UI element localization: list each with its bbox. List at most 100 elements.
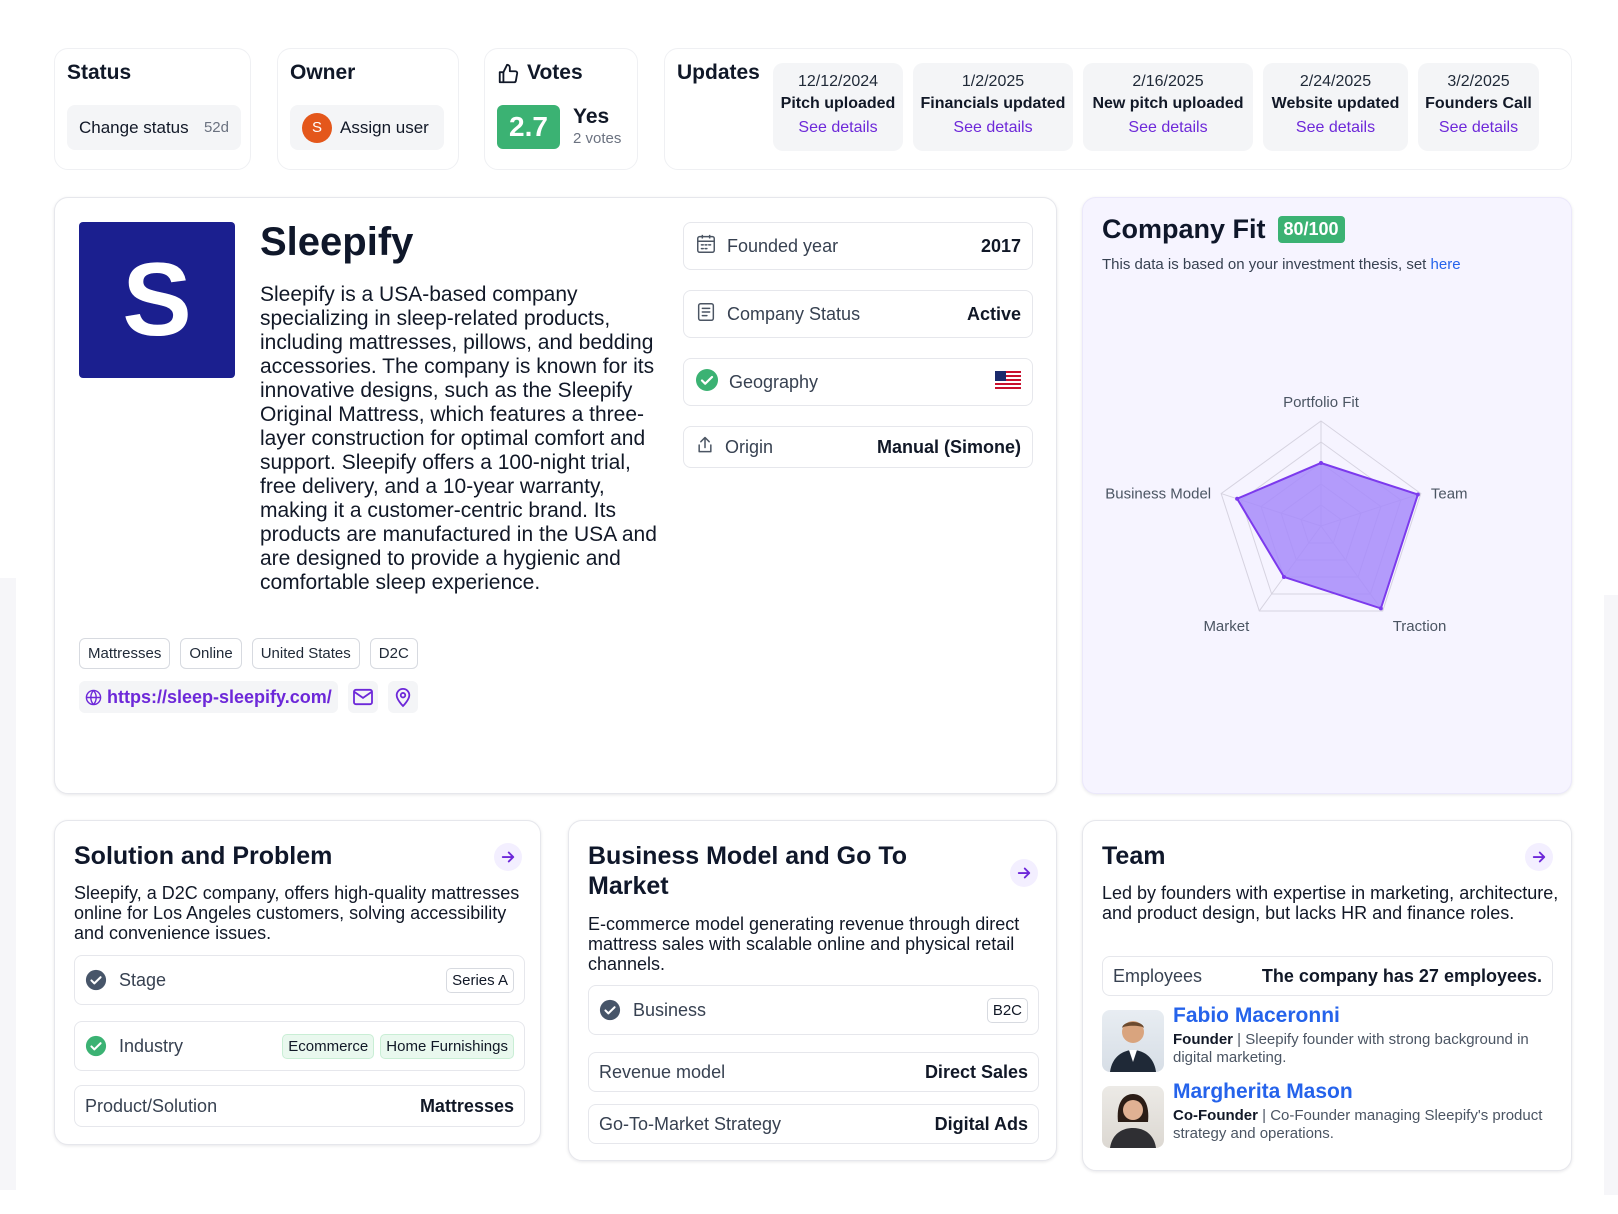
employees-row: Employees The company has 27 employees.	[1102, 956, 1553, 996]
origin-row: Origin Manual (Simone)	[683, 426, 1033, 468]
company-tags: Mattresses Online United States D2C	[79, 638, 418, 669]
check-circle-icon	[85, 1035, 107, 1057]
team-member: Margherita Mason Co-Founder | Co-Founder…	[1173, 1080, 1553, 1143]
company-logo: S	[79, 222, 235, 378]
website-url: https://sleep-sleepify.com/	[107, 686, 332, 707]
member-bio: Sleepify founder with strong background …	[1173, 1031, 1529, 1066]
globe-icon	[85, 689, 102, 706]
member-name[interactable]: Fabio Maceronni	[1173, 1004, 1340, 1027]
solution-problem-card: Solution and Problem Sleepify, a D2C com…	[54, 820, 541, 1145]
website-link[interactable]: https://sleep-sleepify.com/	[79, 681, 338, 713]
industry-row: Industry Ecommerce Home Furnishings	[74, 1021, 525, 1071]
votes-card: Votes 2.7 Yes 2 votes	[484, 48, 638, 170]
change-status-label: Change status	[79, 117, 189, 137]
origin-label: Origin	[725, 436, 774, 457]
product-label: Product/Solution	[85, 1095, 218, 1116]
radar-data-point	[1281, 574, 1286, 579]
update-title: Financials updated	[920, 95, 1066, 112]
product-row: Product/Solution Mattresses	[74, 1085, 525, 1127]
see-details-link[interactable]: See details	[1128, 119, 1208, 136]
company-status-label: Company Status	[727, 303, 861, 324]
gtm-label: Go-To-Market Strategy	[599, 1113, 782, 1134]
company-fit-card: Company Fit 80/100 This data is based on…	[1082, 197, 1572, 794]
thumbs-up-icon[interactable]	[497, 63, 519, 90]
stage-label: Stage	[119, 969, 167, 990]
location-pin-icon[interactable]	[387, 681, 418, 713]
stage-row: Stage Series A	[74, 955, 525, 1005]
company-status-row: Company Status Active	[683, 290, 1033, 338]
company-description: Sleepify is a USA-based company speciali…	[260, 283, 657, 594]
page-edge-right	[1604, 595, 1618, 1195]
member-info: Co-Founder | Co-Founder managing Sleepif…	[1173, 1107, 1543, 1142]
see-details-link[interactable]: See details	[798, 119, 878, 136]
see-details-link[interactable]: See details	[953, 119, 1033, 136]
thesis-link[interactable]: here	[1430, 256, 1461, 273]
update-date: 1/2/2025	[961, 73, 1025, 90]
founded-year-value: 2017	[980, 235, 1021, 256]
revenue-label: Revenue model	[599, 1061, 726, 1082]
mail-icon[interactable]	[347, 681, 378, 713]
update-item[interactable]: 2/16/2025 New pitch uploaded See details	[1083, 63, 1253, 151]
arrow-right-icon[interactable]	[1525, 843, 1553, 871]
radar-axis-label: Portfolio Fit	[1283, 394, 1360, 411]
team-card: Team Led by founders with expertise in m…	[1082, 820, 1572, 1171]
arrow-right-icon[interactable]	[1010, 859, 1038, 887]
check-circle-icon	[85, 969, 107, 991]
update-title: Website updated	[1271, 95, 1400, 112]
update-item[interactable]: 2/24/2025 Website updated See details	[1263, 63, 1408, 151]
update-date: 2/24/2025	[1299, 73, 1372, 90]
share-icon	[695, 435, 715, 460]
geography-label: Geography	[729, 371, 819, 392]
assign-user-button[interactable]: S Assign user	[290, 105, 444, 150]
industry-label: Industry	[119, 1035, 184, 1056]
fit-score-badge: 80/100	[1277, 216, 1345, 243]
member-role: Co-Founder	[1173, 1107, 1258, 1124]
update-date: 2/16/2025	[1132, 73, 1204, 90]
tag[interactable]: Mattresses	[79, 638, 171, 669]
radar-data-point	[1319, 461, 1323, 465]
business-value: B2C	[986, 997, 1028, 1023]
owner-title: Owner	[290, 61, 356, 84]
team-title: Team	[1102, 842, 1166, 870]
status-age: 52d	[203, 119, 229, 136]
update-item[interactable]: 12/12/2024 Pitch uploaded See details	[773, 63, 903, 151]
change-status-button[interactable]: Change status 52d	[67, 105, 241, 150]
member-name[interactable]: Margherita Mason	[1173, 1080, 1353, 1103]
company-links: https://sleep-sleepify.com/	[79, 681, 418, 713]
tag[interactable]: United States	[251, 638, 360, 669]
see-details-link[interactable]: See details	[1438, 119, 1519, 136]
company-fit-header: Company Fit 80/100	[1102, 214, 1345, 245]
company-card: S Sleepify Sleepify is a USA-based compa…	[54, 197, 1057, 794]
fit-note: This data is based on your investment th…	[1102, 256, 1461, 273]
document-icon	[695, 301, 717, 328]
solution-summary: Sleepify, a D2C company, offers high-qua…	[74, 883, 520, 943]
business-title: Business Model and Go To Market	[588, 842, 908, 900]
vote-count: 2 votes	[573, 130, 622, 147]
origin-value: Manual (Simone)	[876, 436, 1021, 457]
arrow-right-icon[interactable]	[494, 843, 522, 871]
updates-card: Updates 12/12/2024 Pitch uploaded See de…	[664, 48, 1572, 170]
calendar-icon	[695, 233, 717, 260]
founded-year-label: Founded year	[727, 235, 839, 256]
member-info: Founder | Sleepify founder with strong b…	[1173, 1031, 1529, 1066]
status-title: Status	[67, 61, 132, 84]
gtm-value: Digital Ads	[934, 1113, 1028, 1134]
business-summary: E-commerce model generating revenue thro…	[588, 914, 1020, 974]
tag[interactable]: D2C	[369, 638, 418, 669]
company-name: Sleepify	[260, 220, 414, 264]
radar-series-area	[1235, 461, 1420, 610]
updates-title: Updates	[677, 61, 760, 84]
status-card: Status Change status 52d	[54, 48, 251, 170]
update-date: 12/12/2024	[797, 73, 879, 90]
see-details-link[interactable]: See details	[1295, 119, 1376, 136]
gtm-row: Go-To-Market Strategy Digital Ads	[588, 1104, 1039, 1144]
company-fit-radar-chart: Portfolio Fit Team Traction Market Business …	[1105, 394, 1467, 635]
owner-card: Owner S Assign user	[277, 48, 459, 170]
industry-tag: Ecommerce	[282, 1033, 375, 1059]
check-circle-icon	[695, 368, 719, 397]
tag[interactable]: Online	[180, 638, 242, 669]
update-item[interactable]: 3/2/2025 Founders Call See details	[1418, 63, 1539, 151]
company-status-value: Active	[966, 303, 1021, 324]
update-item[interactable]: 1/2/2025 Financials updated See details	[913, 63, 1073, 151]
employees-value: The company has 27 employees.	[1261, 965, 1542, 986]
